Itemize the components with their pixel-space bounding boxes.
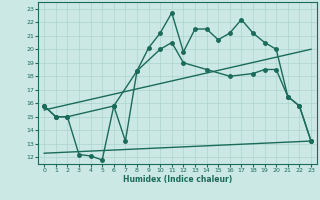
X-axis label: Humidex (Indice chaleur): Humidex (Indice chaleur) xyxy=(123,175,232,184)
